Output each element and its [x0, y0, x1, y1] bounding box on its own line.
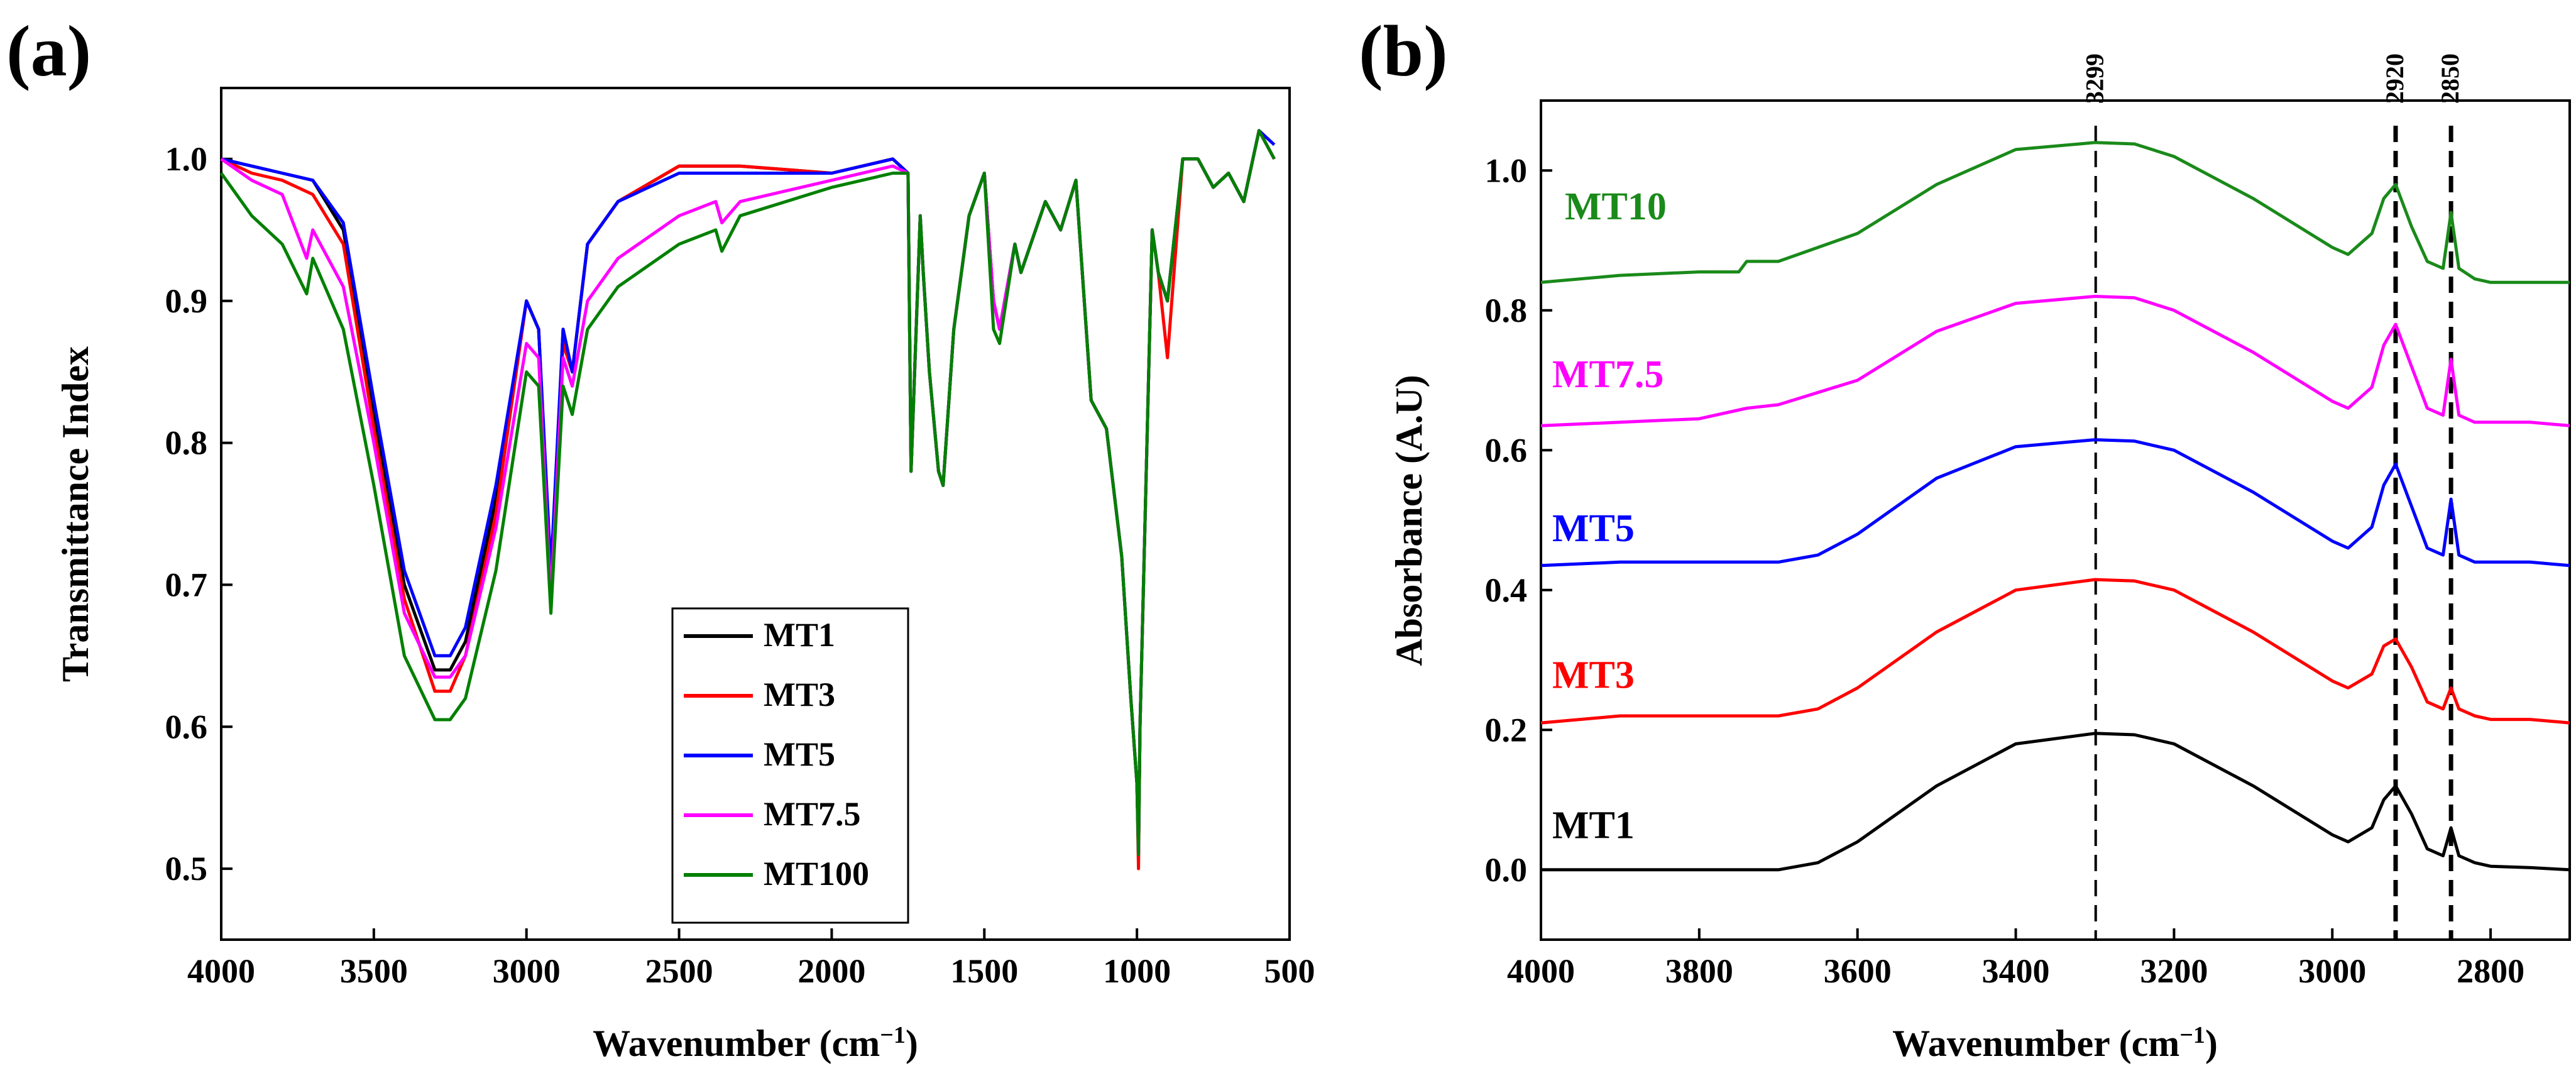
y-tick-label: 0.2 [1485, 711, 1528, 749]
panel-b-x-axis-title: Wavenumber (cm−1) [1892, 1022, 2218, 1064]
panel-a-legend: MT1 MT3 MT5 MT7.5 MT100 [671, 607, 909, 924]
y-tick-label: 0.6 [165, 708, 208, 745]
y-tick-label: 0.7 [165, 566, 208, 603]
panel-a: (a) 4000 3500 3000 2500 2000 1500 1000 500 0.5 0.… [6, 11, 1315, 1064]
panel-b-series-labels: MT10 MT7.5 MT5 MT3 MT1 [1552, 185, 1667, 847]
panel-a-y-axis-title: Transmittance Index [55, 346, 96, 682]
peak-label: 3299 [2081, 53, 2109, 104]
panel-b-peak-lines: 3299 2920 2850 [2081, 53, 2464, 940]
y-tick-label: 0.8 [165, 424, 208, 462]
legend-label: MT100 [764, 855, 869, 893]
panel-b: (b) 4000 3800 3600 3400 3200 3000 2800 0.0 0.2 0.… [1359, 11, 2571, 1064]
legend-label: MT3 [764, 676, 835, 713]
panel-b-y-axis-title: Absorbance (A.U) [1388, 375, 1430, 666]
x-tick-label: 3800 [1665, 952, 1733, 990]
series-label: MT5 [1552, 507, 1635, 550]
series-line-mt7-5 [1540, 295, 2570, 427]
peak-label: 2920 [2381, 53, 2409, 104]
x-tick-label: 1500 [950, 952, 1018, 990]
series-label: MT10 [1565, 185, 1667, 228]
peak-label: 2850 [2436, 53, 2464, 104]
legend-label: MT7.5 [764, 795, 861, 833]
series-line-mt1 [1541, 732, 2570, 872]
panel-a-plot-frame [220, 87, 1291, 941]
panel-a-label: (a) [6, 11, 91, 92]
y-tick-label: 1.0 [1485, 151, 1528, 189]
x-tick-label: 2800 [2457, 952, 2524, 990]
series-label: MT1 [1552, 805, 1635, 847]
series-line-mt3 [1540, 578, 2570, 725]
x-tick-label: 3200 [2140, 952, 2208, 990]
x-tick-label: 3400 [1982, 952, 2050, 990]
legend-label: MT5 [764, 735, 835, 773]
panel-a-x-axis-title: Wavenumber (cm−1) [593, 1022, 918, 1064]
y-tick-label: 0.0 [1485, 851, 1528, 889]
panel-b-series [1540, 141, 2570, 872]
x-tick-label: 2000 [797, 952, 865, 990]
series-label: MT3 [1552, 654, 1635, 697]
series-line-mt5 [1540, 438, 2570, 568]
x-tick-label: 4000 [187, 952, 255, 990]
x-tick-label: 3000 [2298, 952, 2366, 990]
y-tick-label: 0.9 [165, 282, 208, 320]
series-line-mt10 [1540, 141, 2570, 284]
x-tick-label: 4000 [1507, 952, 1575, 990]
panel-b-ticks: 4000 3800 3600 3400 3200 3000 2800 0.0 0.2 0.4 0.6… [1485, 151, 2525, 990]
y-tick-label: 0.5 [165, 850, 208, 887]
legend-label: MT1 [764, 616, 835, 654]
panel-a-ticks: 4000 3500 3000 2500 2000 1500 1000 500 0.5 0.6 0.7… [165, 140, 1315, 990]
panel-a-series [219, 129, 1276, 871]
x-tick-label: 500 [1264, 952, 1315, 990]
series-line-mt100 [219, 129, 1276, 856]
x-tick-label: 3000 [493, 952, 561, 990]
panel-b-plot-frame [1540, 99, 2571, 941]
legend-box [671, 607, 909, 924]
panel-b-label: (b) [1359, 11, 1448, 92]
x-tick-label: 1000 [1103, 952, 1171, 990]
series-label: MT7.5 [1552, 353, 1663, 396]
y-tick-label: 1.0 [165, 140, 208, 178]
y-tick-label: 0.6 [1485, 431, 1528, 469]
x-tick-label: 2500 [645, 952, 713, 990]
y-tick-label: 0.8 [1485, 292, 1528, 329]
y-tick-label: 0.4 [1485, 571, 1528, 609]
x-tick-label: 3600 [1824, 952, 1892, 990]
x-tick-label: 3500 [340, 952, 408, 990]
